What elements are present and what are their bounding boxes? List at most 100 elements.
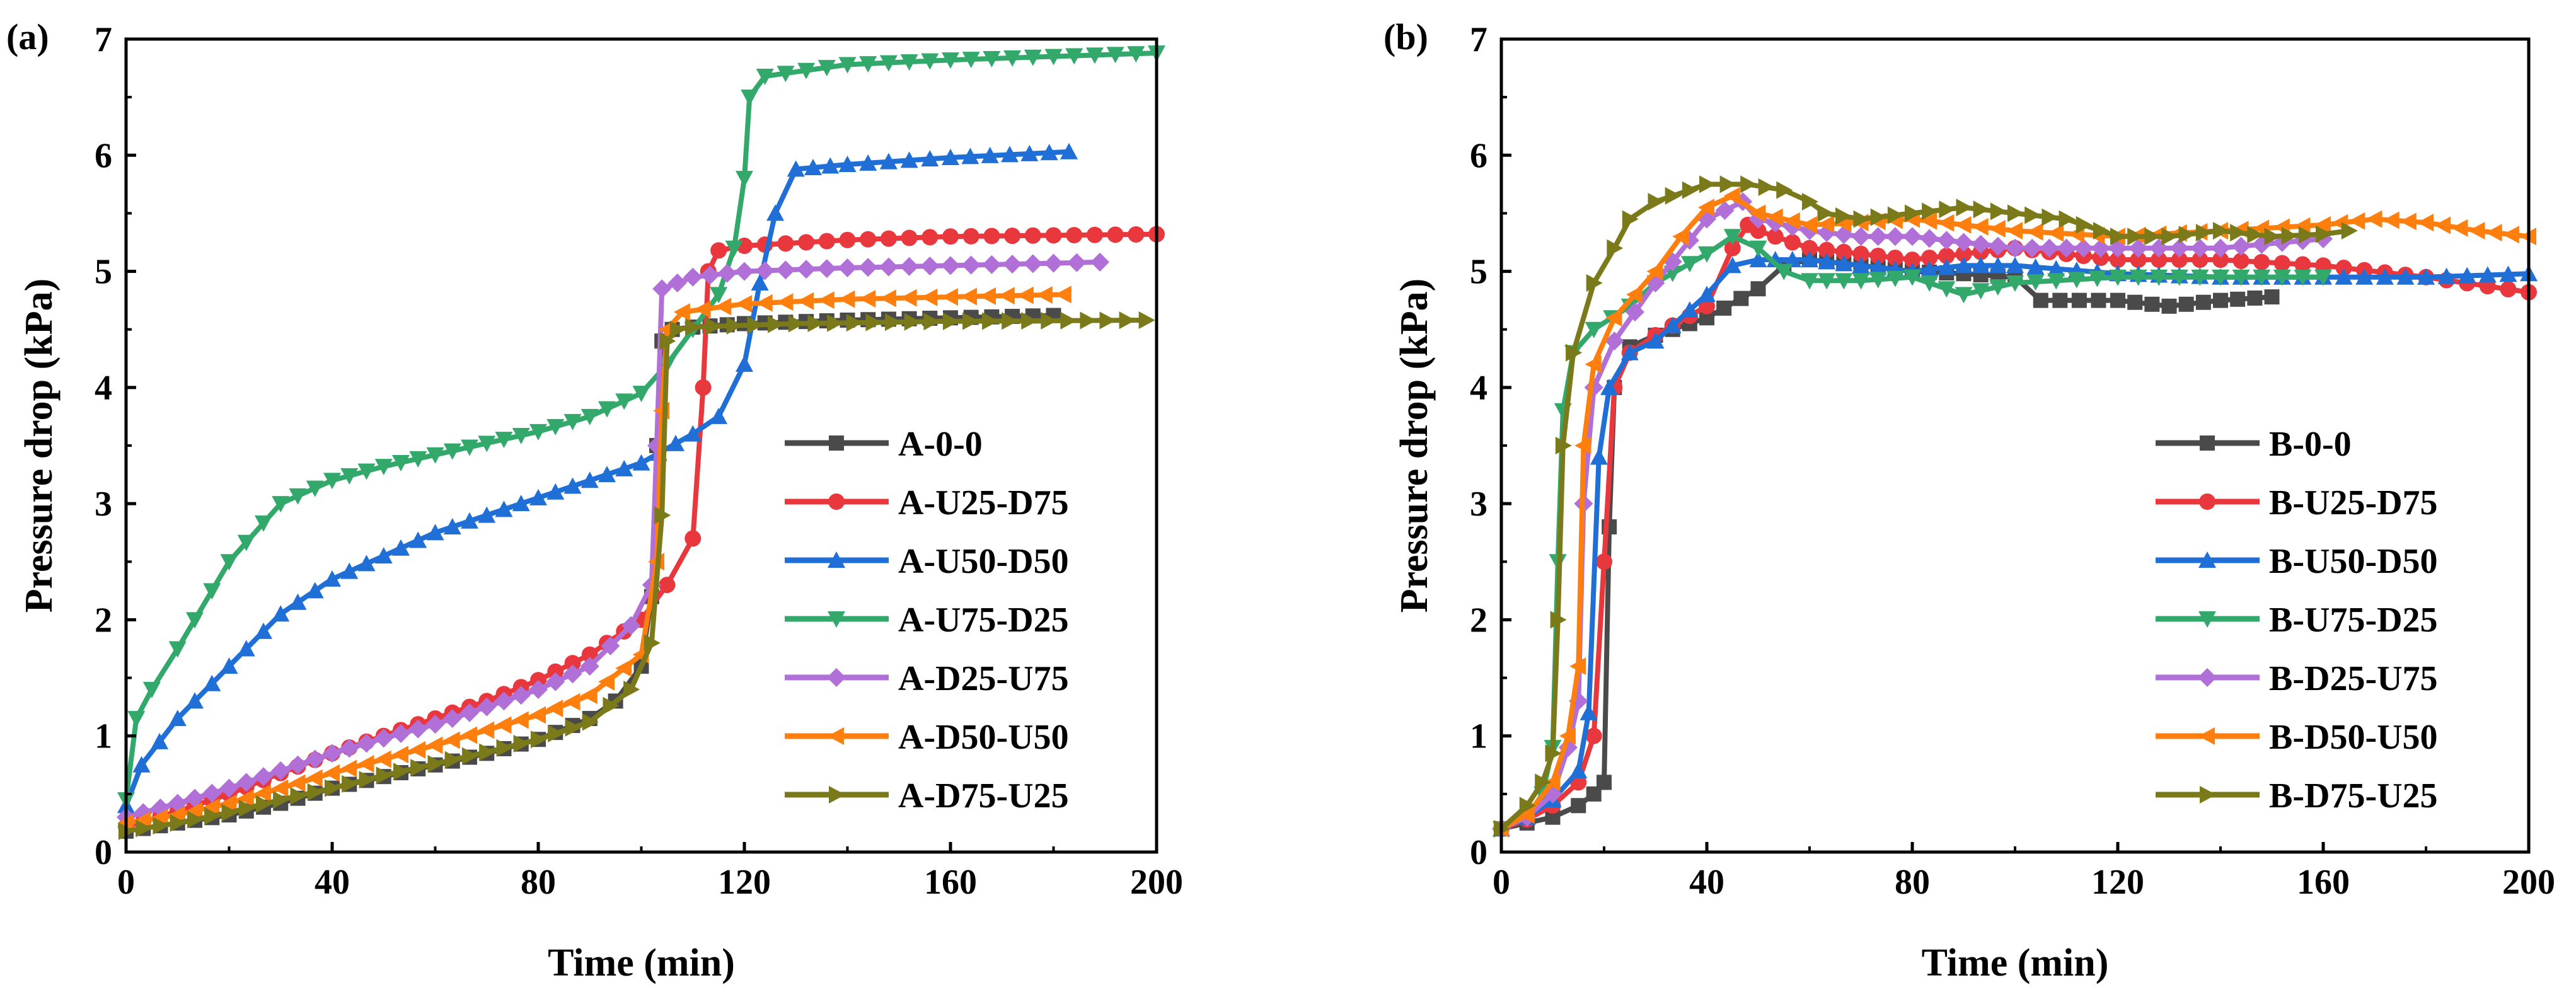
data-point (1607, 239, 1624, 257)
data-point (2169, 238, 2189, 258)
data-point (1698, 285, 1716, 303)
data-point (2161, 298, 2177, 314)
data-point (2006, 256, 2024, 274)
data-point (340, 562, 359, 579)
legend-item: B-D25-U75 (2156, 659, 2438, 698)
data-point (2247, 290, 2263, 306)
data-point (1585, 727, 1602, 744)
data-point (582, 713, 599, 731)
data-point (1605, 331, 1624, 351)
data-point (1574, 437, 1591, 454)
legend-item: B-D75-U25 (2156, 776, 2438, 815)
data-point (1723, 256, 1741, 274)
data-point (1519, 797, 1536, 815)
data-point (838, 258, 857, 278)
data-point (1107, 226, 1124, 243)
data-point (272, 779, 289, 797)
data-point (2093, 222, 2110, 240)
data-point (695, 379, 712, 396)
data-point (777, 66, 795, 83)
data-point (220, 794, 237, 812)
data-point (1886, 270, 1904, 287)
data-point (943, 312, 959, 330)
data-point (1626, 285, 1643, 304)
data-point (1989, 279, 2007, 296)
x-tick-label: 40 (1689, 863, 1724, 902)
data-point (1003, 255, 1022, 274)
data-point (962, 228, 979, 245)
data-point (705, 317, 722, 335)
data-point (513, 735, 530, 752)
data-point (132, 756, 151, 773)
data-point (804, 158, 822, 175)
data-point (1938, 214, 1955, 232)
data-point (1802, 193, 1818, 210)
legend-label: A-D75-U25 (898, 776, 1069, 815)
data-point (2047, 273, 2065, 290)
data-point (1776, 181, 1793, 199)
data-point (2047, 260, 2065, 277)
data-point (2437, 267, 2456, 284)
data-point (495, 500, 513, 517)
legend-label: B-U50-D50 (2269, 542, 2438, 581)
data-point (751, 274, 769, 291)
data-point (563, 664, 582, 684)
legend-item: B-U50-D50 (2156, 542, 2438, 581)
data-point (2192, 251, 2209, 268)
data-point (1080, 311, 1097, 330)
data-point (1750, 222, 1767, 239)
data-point (923, 313, 940, 331)
data-point (1127, 46, 1145, 63)
chart-panel-a: (a) 0 40 80 120 160 200 0 1 2 3 4 5 6 7 Time (min) Press… (6, 16, 1183, 984)
y-tick-label: 5 (1470, 253, 1487, 292)
y-tick-label: 6 (1470, 136, 1487, 175)
data-point (2247, 226, 2264, 244)
data-point (563, 693, 580, 711)
data-point (1586, 274, 1603, 292)
data-point (598, 466, 616, 483)
data-point (1818, 253, 1836, 270)
data-point (2213, 222, 2229, 240)
data-point (2026, 274, 2045, 291)
data-point (1555, 437, 1572, 454)
data-point (220, 554, 238, 571)
data-point (1920, 229, 1939, 248)
data-point (444, 751, 461, 769)
data-point (1128, 226, 1145, 243)
data-point (859, 290, 876, 308)
data-point (1045, 227, 1062, 244)
data-point (580, 408, 599, 425)
data-point (807, 314, 824, 333)
data-point (2091, 238, 2110, 258)
data-point (900, 54, 918, 71)
data-point (170, 814, 187, 832)
data-point (1020, 144, 1039, 161)
data-point (426, 447, 444, 464)
data-point (307, 783, 324, 801)
data-point (186, 612, 204, 629)
data-point (2006, 275, 2024, 292)
data-point (1971, 234, 1990, 254)
data-point (736, 355, 753, 372)
data-point (323, 570, 341, 587)
data-point (1099, 311, 1116, 330)
data-point (529, 488, 547, 505)
data-point (710, 242, 727, 259)
data-point (426, 524, 444, 541)
data-point (821, 157, 840, 174)
data-point (323, 744, 342, 763)
data-point (323, 473, 341, 490)
data-point (1852, 273, 1870, 290)
data-point (2365, 210, 2383, 228)
data-point (289, 488, 307, 505)
data-point (2178, 226, 2195, 244)
data-point (1024, 227, 1041, 244)
data-point (601, 636, 620, 655)
legend-item: A-D75-U25 (785, 776, 1069, 815)
data-point (142, 682, 161, 698)
data-point (410, 759, 427, 777)
x-tick-label: 200 (1130, 863, 1183, 902)
data-point (659, 577, 676, 594)
data-point (529, 424, 547, 441)
data-point (673, 303, 690, 321)
